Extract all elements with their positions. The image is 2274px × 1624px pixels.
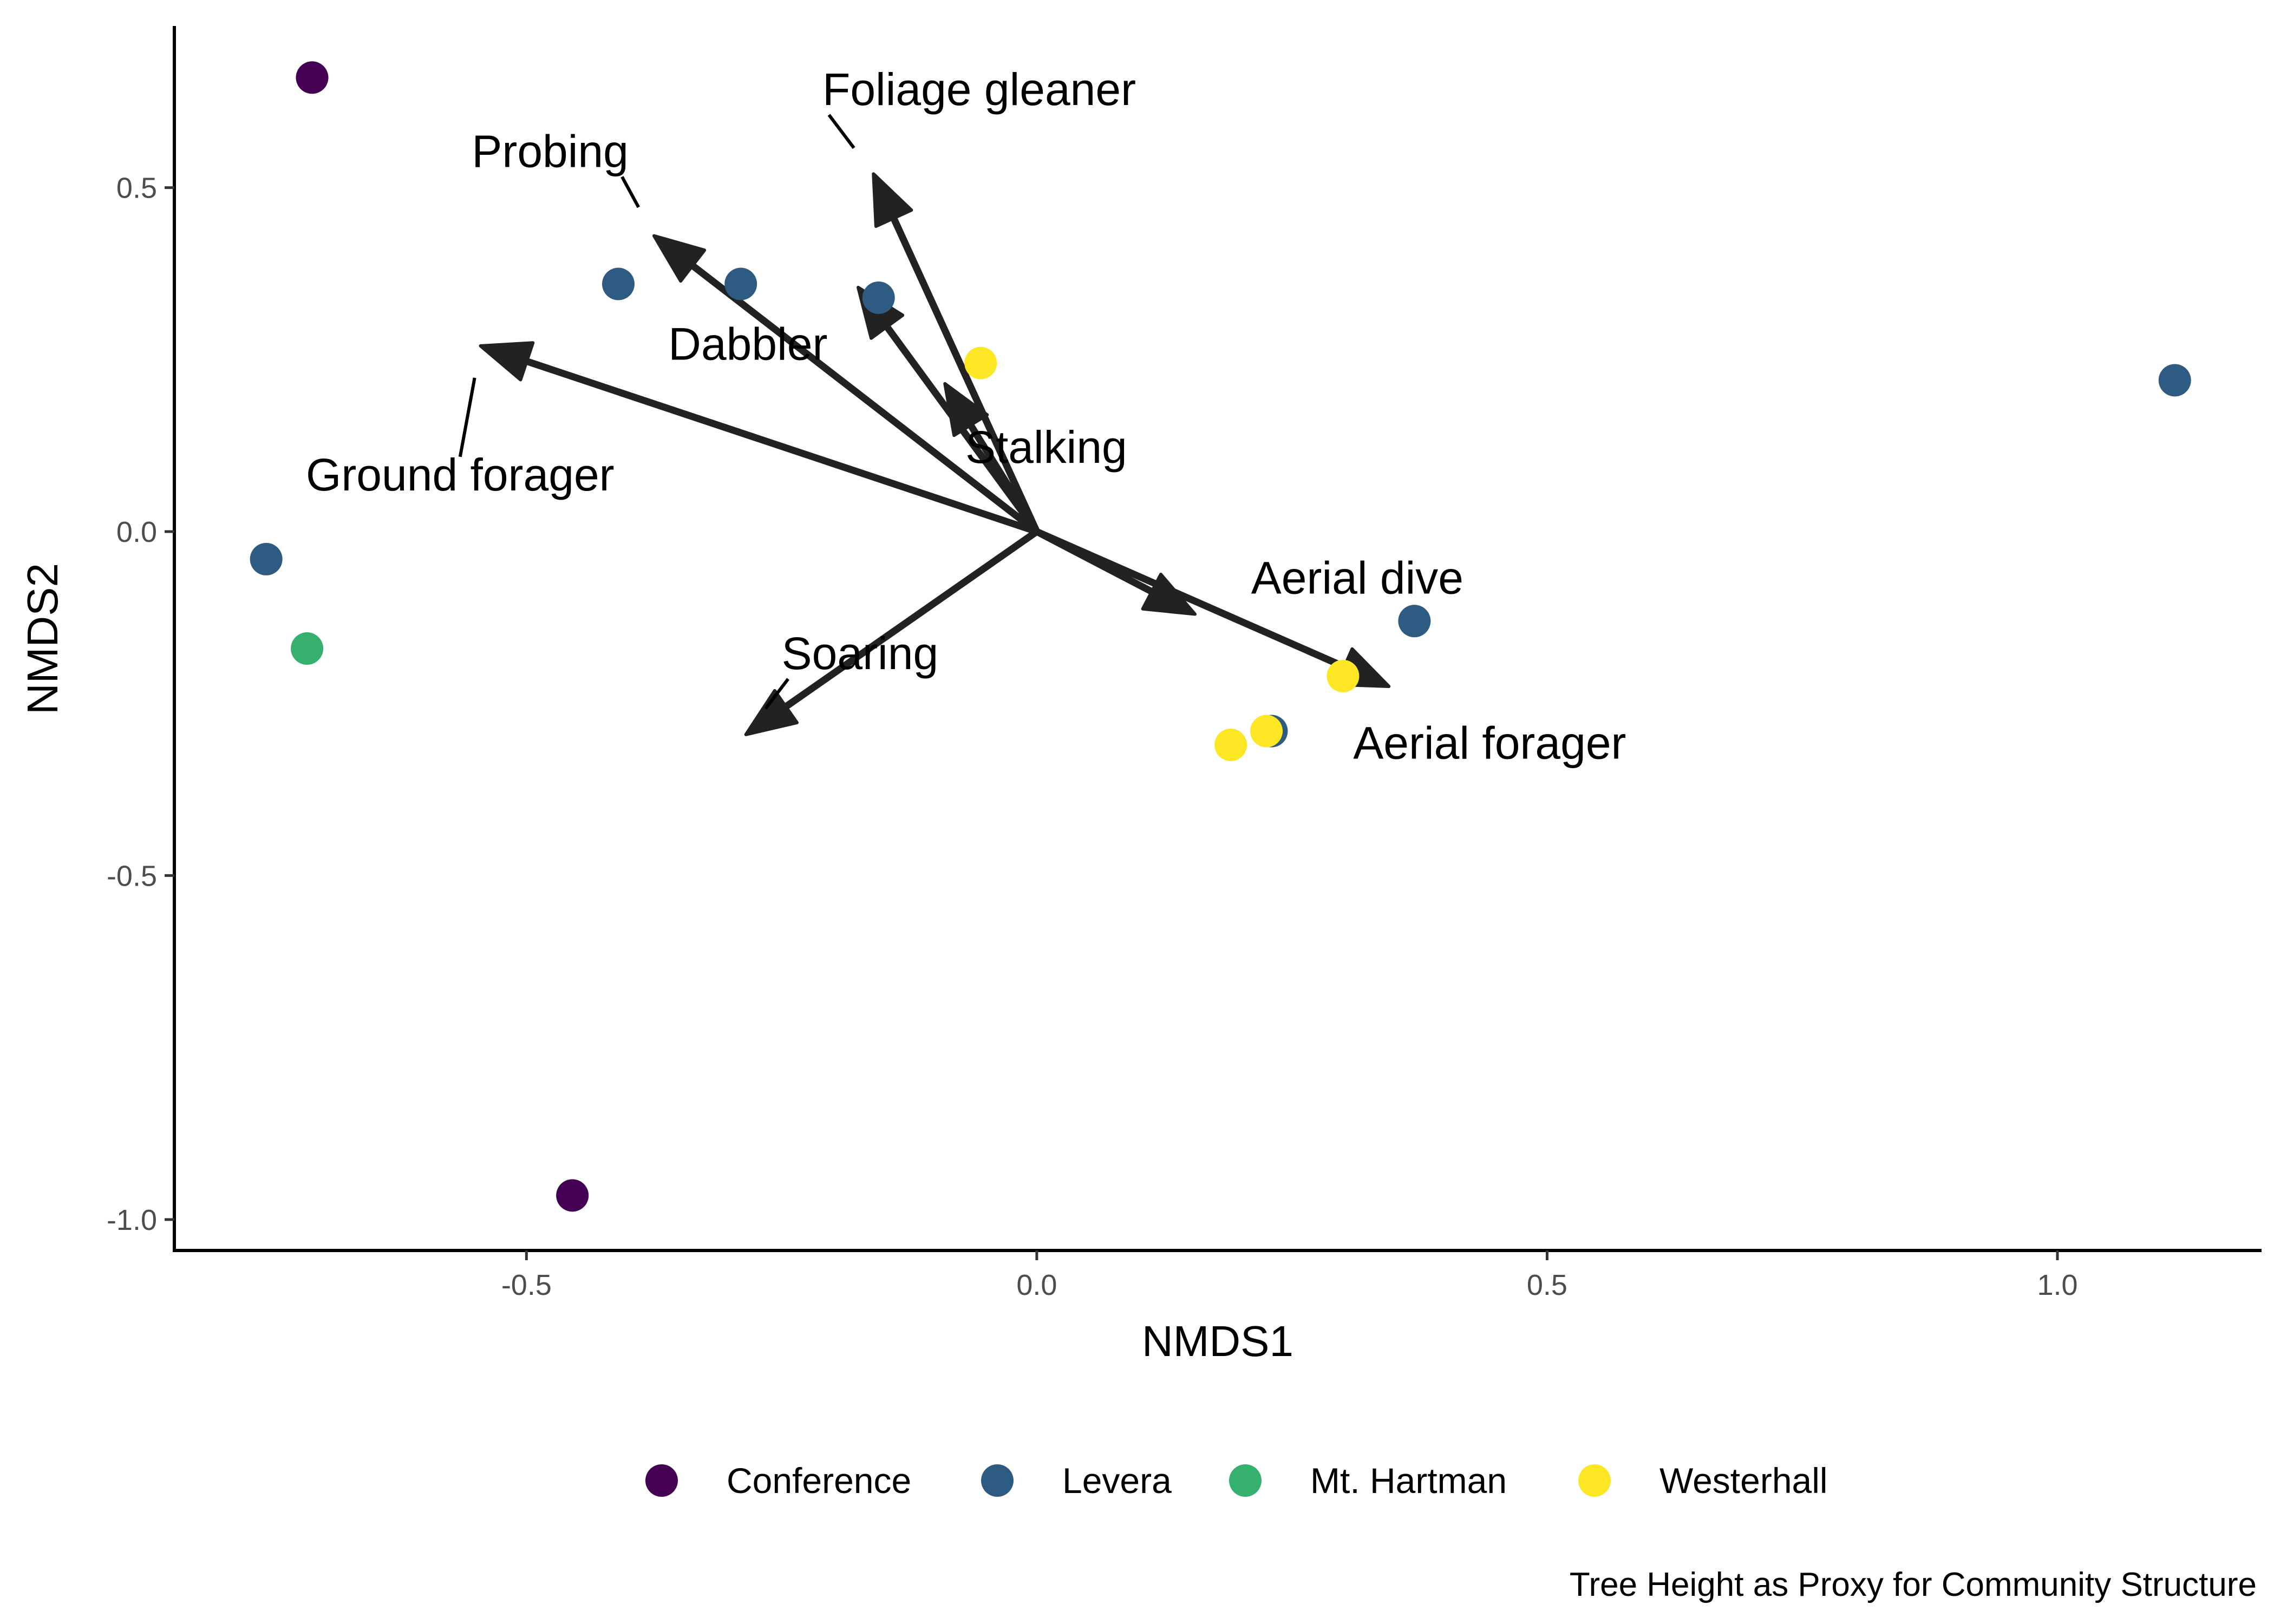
point-levera — [1398, 605, 1431, 638]
vector-stalking — [943, 382, 1041, 535]
data-points — [250, 61, 2191, 1212]
vector-label-ground-forager: Ground forager — [306, 377, 615, 500]
legend: Conference Levera Mt. Hartman Westerhall — [645, 1461, 1828, 1501]
point-westerhall — [1214, 728, 1247, 761]
legend-label: Levera — [1062, 1461, 1172, 1501]
series-mt-hartman — [291, 632, 324, 665]
vector-label-dabbler: Dabbler — [668, 318, 827, 369]
y-ticks: -1.0 -0.5 0.0 0.5 — [107, 172, 174, 1236]
vector-label-aerial-dive: Aerial dive — [1251, 552, 1463, 603]
vector-label-soaring: Soaring — [764, 628, 939, 710]
y-tick-label: 0.5 — [116, 172, 157, 205]
arrowhead — [872, 172, 913, 228]
point-levera — [2158, 364, 2191, 397]
point-levera — [602, 267, 635, 300]
vector-shaft — [777, 528, 1041, 713]
y-axis-title: NMDS2 — [18, 563, 67, 715]
vector-shaft — [684, 259, 1041, 535]
legend-item-westerhall: Westerhall — [1578, 1461, 1828, 1501]
x-ticks: -0.5 0.0 0.5 1.0 — [501, 1250, 2078, 1301]
legend-item-conference: Conference — [645, 1461, 911, 1501]
legend-key — [1229, 1464, 1262, 1497]
legend-label: Mt. Hartman — [1310, 1461, 1507, 1501]
vector-ground-forager — [479, 341, 1041, 535]
x-tick-label: -0.5 — [501, 1269, 552, 1301]
point-conference — [296, 61, 329, 94]
leader-line — [764, 678, 790, 710]
vector-shaft — [964, 417, 1041, 535]
arrowhead — [744, 689, 799, 736]
plot-panel: -0.5 0.0 0.5 1.0 -1.0 -0.5 0.0 0.5 Foliage gle… — [107, 26, 2262, 1301]
point-westerhall — [1327, 659, 1360, 692]
series-levera — [250, 267, 2191, 748]
vector-label-text: Ground forager — [306, 449, 615, 500]
x-tick-label: 0.0 — [1016, 1269, 1057, 1301]
vector-label-text: Stalking — [965, 422, 1127, 473]
legend-key — [981, 1464, 1014, 1497]
vector-label-stalking: Stalking — [965, 422, 1127, 473]
vector-shaft — [1033, 528, 1353, 673]
vector-label-text: Soaring — [782, 628, 939, 679]
vector-label-foliage-gleaner: Foliage gleaner — [822, 64, 1136, 149]
point-conference — [556, 1179, 589, 1212]
chart-caption: Tree Height as Proxy for Community Struc… — [1570, 1566, 2257, 1603]
point-westerhall — [964, 346, 997, 379]
y-tick-label: 0.0 — [116, 516, 157, 548]
point-levera — [862, 281, 895, 314]
point-mt-hartman — [291, 632, 324, 665]
arrowhead — [943, 382, 989, 437]
x-tick-label: 1.0 — [2037, 1269, 2077, 1301]
legend-key — [1578, 1464, 1611, 1497]
point-levera — [724, 267, 757, 300]
vector-probing — [652, 234, 1041, 535]
series-conference — [296, 61, 589, 1212]
vector-label-text: Foliage gleaner — [822, 64, 1136, 115]
y-tick-label: -1.0 — [107, 1204, 157, 1236]
arrowhead — [652, 234, 707, 283]
legend-label: Westerhall — [1659, 1461, 1828, 1501]
vector-label-probing: Probing — [472, 126, 641, 208]
point-levera — [250, 542, 283, 575]
legend-key — [645, 1464, 678, 1497]
leader-line — [620, 176, 641, 208]
leader-line — [458, 377, 476, 457]
legend-item-mt-hartman: Mt. Hartman — [1229, 1461, 1507, 1501]
legend-label: Conference — [727, 1461, 911, 1501]
vector-shaft — [518, 356, 1041, 535]
vector-label-text: Dabbler — [668, 318, 827, 369]
vector-labels: Foliage gleaner Probing Dabbler Ground fora… — [306, 64, 1626, 768]
vector-label-text: Aerial forager — [1353, 717, 1626, 768]
y-tick-label: -0.5 — [107, 860, 157, 892]
vector-foliage-gleaner — [872, 172, 1041, 535]
series-westerhall — [964, 346, 1360, 761]
vector-label-aerial-forager: Aerial forager — [1353, 717, 1626, 768]
legend-item-levera: Levera — [981, 1461, 1172, 1501]
arrowhead — [479, 341, 535, 382]
x-axis-title: NMDS1 — [1142, 1317, 1293, 1365]
vector-soaring — [744, 528, 1041, 736]
point-westerhall — [1250, 715, 1283, 748]
vector-label-text: Aerial dive — [1251, 552, 1463, 603]
x-tick-label: 0.5 — [1527, 1269, 1567, 1301]
vector-label-text: Probing — [472, 126, 629, 177]
vector-shaft — [888, 209, 1041, 535]
leader-line — [827, 114, 855, 149]
